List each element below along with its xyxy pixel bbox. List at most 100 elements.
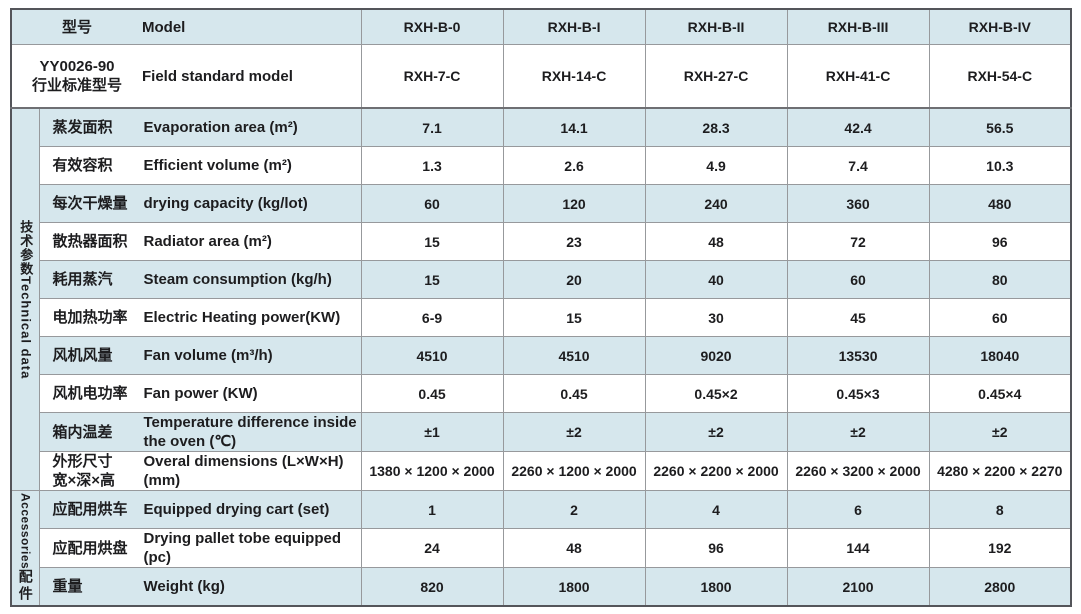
model-header-cell: RXH-B-I bbox=[502, 8, 646, 45]
table-row: 有效容积 Efficient volume (m²) 1.3 2.6 4.9 7.4 10.… bbox=[11, 146, 1072, 185]
value-cell: 6 bbox=[786, 490, 930, 529]
model-header-cell: RXH-B-0 bbox=[360, 8, 504, 45]
value-cell: 6-9 bbox=[360, 298, 504, 337]
value-cell: ±2 bbox=[502, 412, 646, 452]
row-label-zh: 有效容积 bbox=[52, 157, 113, 174]
table-row: 技术参数Technical data 蒸发面积 Evaporation area (… bbox=[10, 107, 1072, 491]
value-cell: 120 bbox=[502, 184, 646, 223]
standard-model-cell: RXH-7-C bbox=[360, 44, 504, 109]
table-row: 重量 Weight (kg) 820 1800 1800 2100 2800 bbox=[11, 567, 1072, 607]
value-cell: 1800 bbox=[644, 567, 788, 607]
section-label-zh: 配件 bbox=[17, 569, 34, 604]
value-cell: 30 bbox=[644, 298, 788, 337]
value-cell: 240 bbox=[644, 184, 788, 223]
row-label-en: Drying pallet tobe equipped (pc) bbox=[143, 530, 342, 566]
value-cell: ±1 bbox=[360, 412, 504, 452]
value-cell: 96 bbox=[928, 222, 1072, 261]
row-label: 耗用蒸汽 Steam consumption (kg/h) bbox=[38, 260, 362, 299]
value-cell: 1.3 bbox=[360, 146, 504, 185]
value-cell: 4510 bbox=[502, 336, 646, 375]
row-label-en: Temperature difference inside the oven (… bbox=[143, 414, 357, 450]
row-label: 有效容积 Efficient volume (m²) bbox=[38, 146, 362, 185]
value-cell: 360 bbox=[786, 184, 930, 223]
row-label-en: Electric Heating power(KW) bbox=[143, 309, 341, 326]
value-cell: 10.3 bbox=[928, 146, 1072, 185]
value-cell: 7.4 bbox=[786, 146, 930, 185]
value-cell: ±2 bbox=[928, 412, 1072, 452]
value-cell: 60 bbox=[928, 298, 1072, 337]
value-cell: 72 bbox=[786, 222, 930, 261]
value-cell: 40 bbox=[644, 260, 788, 299]
value-cell: 23 bbox=[502, 222, 646, 261]
row-label-zh: 风机电功率 bbox=[52, 385, 128, 402]
table-row: 耗用蒸汽 Steam consumption (kg/h) 15 20 40 60 80 bbox=[11, 260, 1072, 299]
value-cell: 7.1 bbox=[360, 107, 504, 147]
value-cell: 4 bbox=[644, 490, 788, 529]
row-label: 应配用烘盘 Drying pallet tobe equipped (pc) bbox=[38, 528, 362, 568]
table-row: 型号 Model RXH-B-0 RXH-B-I RXH-B-II RXH-B-… bbox=[10, 8, 1072, 45]
model-header-cell: RXH-B-IV bbox=[928, 8, 1072, 45]
spec-table: 型号 Model RXH-B-0 RXH-B-I RXH-B-II RXH-B-… bbox=[10, 8, 1073, 607]
value-cell: 480 bbox=[928, 184, 1072, 223]
standard-model-cell: RXH-27-C bbox=[644, 44, 788, 109]
row-label-en: Radiator area (m²) bbox=[143, 233, 272, 250]
value-cell: 48 bbox=[644, 222, 788, 261]
row-label-en: Efficient volume (m²) bbox=[143, 157, 292, 174]
section-label-accessories: Accessories配件 bbox=[10, 490, 40, 607]
row-label: 重量 Weight (kg) bbox=[38, 567, 362, 607]
row-label-en: Steam consumption (kg/h) bbox=[143, 271, 332, 288]
value-cell: 4510 bbox=[360, 336, 504, 375]
value-cell: 28.3 bbox=[644, 107, 788, 147]
value-cell: 2260 × 1200 × 2000 bbox=[502, 451, 646, 491]
table-row: YY0026-90 行业标准型号 Field standard model RX… bbox=[10, 44, 1072, 109]
row-label-en: Overal dimensions (L×W×H)(mm) bbox=[143, 453, 344, 489]
value-cell: 2800 bbox=[928, 567, 1072, 607]
value-cell: 18040 bbox=[928, 336, 1072, 375]
value-cell: 1800 bbox=[502, 567, 646, 607]
standard-model-cell: RXH-54-C bbox=[928, 44, 1072, 109]
value-cell: 15 bbox=[360, 260, 504, 299]
value-cell: 1 bbox=[360, 490, 504, 529]
row-label: 外形尺寸 宽×深×高 Overal dimensions (L×W×H)(mm) bbox=[38, 451, 362, 491]
value-cell: 13530 bbox=[786, 336, 930, 375]
value-cell: 42.4 bbox=[786, 107, 930, 147]
standard-model-cell: RXH-14-C bbox=[502, 44, 646, 109]
value-cell: 2 bbox=[502, 490, 646, 529]
value-cell: 144 bbox=[786, 528, 930, 568]
row-label-zh: 箱内温差 bbox=[52, 423, 113, 441]
value-cell: 0.45 bbox=[360, 374, 504, 413]
value-cell: 24 bbox=[360, 528, 504, 568]
row-label-en: Model bbox=[142, 18, 186, 36]
value-cell: 820 bbox=[360, 567, 504, 607]
row-label-zh: 外形尺寸 宽×深×高 bbox=[52, 453, 116, 489]
value-cell: 4.9 bbox=[644, 146, 788, 185]
value-cell: 2100 bbox=[786, 567, 930, 607]
value-cell: 45 bbox=[786, 298, 930, 337]
table-row: 风机电功率 Fan power (KW) 0.45 0.45 0.45×2 0.45×3 0… bbox=[11, 374, 1072, 413]
value-cell: 9020 bbox=[644, 336, 788, 375]
section-label-zh: 技术参数 bbox=[18, 219, 34, 276]
value-cell: 20 bbox=[502, 260, 646, 299]
value-cell: 56.5 bbox=[928, 107, 1072, 147]
row-label: 箱内温差 Temperature difference inside the ov… bbox=[38, 412, 362, 452]
value-cell: 48 bbox=[502, 528, 646, 568]
row-label: 风机风量 Fan volume (m³/h) bbox=[38, 336, 362, 375]
value-cell: 0.45 bbox=[502, 374, 646, 413]
row-label-zh: 型号 bbox=[61, 18, 92, 36]
value-cell: 15 bbox=[360, 222, 504, 261]
table-row: 电加热功率 Electric Heating power(KW) 6-9 15 30 45… bbox=[11, 298, 1072, 337]
section-label-technical-data: 技术参数Technical data bbox=[10, 107, 40, 491]
model-row-label: 型号 Model bbox=[10, 8, 362, 45]
value-cell: 0.45×3 bbox=[786, 374, 930, 413]
table-row: 外形尺寸 宽×深×高 Overal dimensions (L×W×H)(mm) 1… bbox=[11, 451, 1072, 491]
value-cell: 0.45×2 bbox=[644, 374, 788, 413]
table-row: 散热器面积 Radiator area (m²) 15 23 48 72 96 bbox=[11, 222, 1072, 261]
row-label-zh: 耗用蒸汽 bbox=[52, 271, 113, 288]
row-label-en: Evaporation area (m²) bbox=[143, 119, 298, 136]
table-row: 应配用烘盘 Drying pallet tobe equipped (pc) 24 4… bbox=[11, 528, 1072, 568]
row-label-en: drying capacity (kg/lot) bbox=[143, 195, 308, 212]
section-technical-data: 技术参数Technical data 蒸发面积 Evaporation area (… bbox=[10, 107, 1072, 491]
value-cell: 2260 × 2200 × 2000 bbox=[644, 451, 788, 491]
row-label: 风机电功率 Fan power (KW) bbox=[38, 374, 362, 413]
